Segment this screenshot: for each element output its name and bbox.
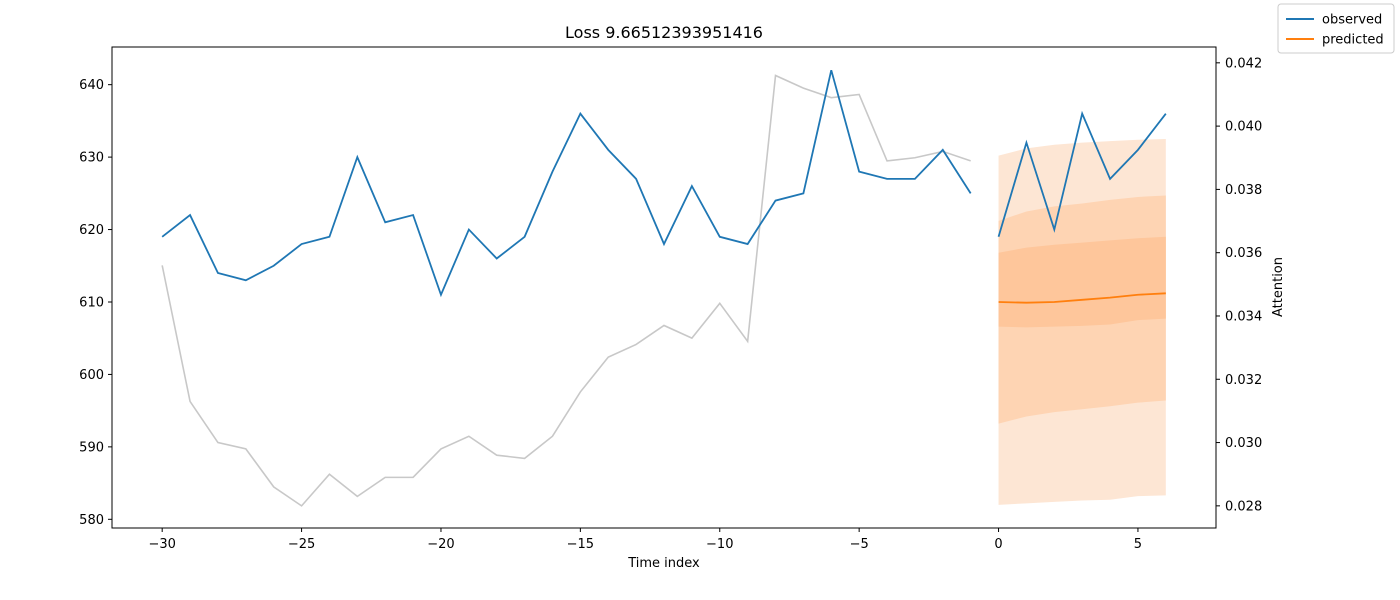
left-y-tick-label: 600 [79, 368, 104, 383]
predicted-median-line [998, 292, 1166, 304]
x-axis-label: Time index [627, 556, 700, 571]
legend-label-observed: observed [1322, 13, 1382, 28]
chart-title: Loss 9.66512393951416 [565, 23, 763, 42]
right-y-tick-label: 0.032 [1225, 373, 1262, 388]
prediction-interval-bands [998, 138, 1166, 505]
x-tick-label: −5 [850, 537, 869, 552]
x-tick-label: −25 [288, 537, 315, 552]
x-tick-label: 5 [1134, 537, 1142, 552]
left-y-tick-label: 580 [79, 513, 104, 528]
x-tick-label: −10 [706, 537, 733, 552]
left-y-tick-label: 640 [79, 78, 104, 93]
attention-line [161, 74, 971, 507]
prediction-band-2 [998, 236, 1166, 328]
plot-frame [111, 46, 1217, 529]
x-tick-label: 0 [994, 537, 1002, 552]
legend-label-predicted: predicted [1322, 33, 1384, 48]
legend: observed predicted [1277, 3, 1395, 54]
x-axis-ticks: −30 −25 −20 −15 −10 −5 0 5 [148, 528, 1142, 552]
right-y-tick-label: 0.028 [1225, 499, 1262, 514]
legend-box [1277, 3, 1395, 54]
right-y-tick-label: 0.038 [1225, 183, 1262, 198]
right-y-tick-label: 0.042 [1225, 56, 1262, 71]
right-y-axis-label: Attention [1271, 257, 1286, 317]
left-y-tick-label: 630 [79, 151, 104, 166]
left-y-tick-label: 590 [79, 440, 104, 455]
left-y-tick-label: 610 [79, 295, 104, 310]
right-y-tick-label: 0.040 [1225, 120, 1262, 135]
x-tick-label: −30 [148, 537, 175, 552]
left-y-axis-ticks: 580 590 600 610 620 630 640 [79, 78, 112, 528]
observed-future-line [997, 110, 1167, 238]
left-y-tick-label: 620 [79, 223, 104, 238]
observed-history-line [161, 69, 972, 298]
series-lines [161, 69, 1167, 507]
right-y-axis-ticks: 0.028 0.030 0.032 0.034 0.036 0.038 0.040 0.042 [1216, 56, 1262, 514]
x-tick-label: −20 [427, 537, 454, 552]
right-y-tick-label: 0.036 [1225, 246, 1262, 261]
right-y-tick-label: 0.034 [1225, 309, 1262, 324]
right-y-tick-label: 0.030 [1225, 436, 1262, 451]
x-tick-label: −15 [567, 537, 594, 552]
